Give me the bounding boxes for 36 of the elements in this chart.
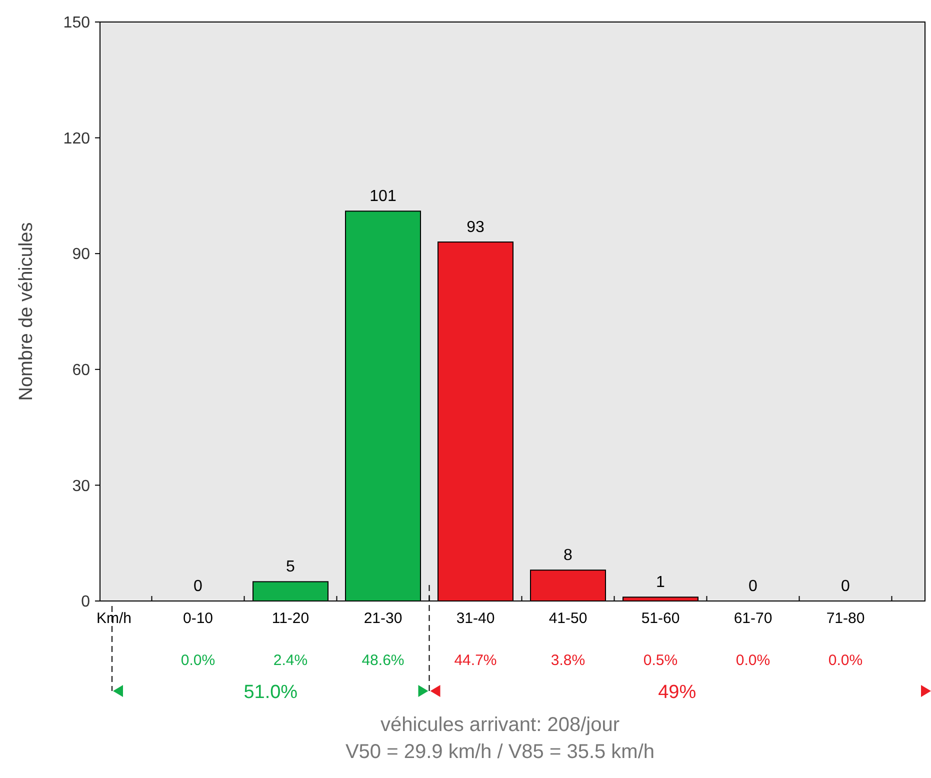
x-tick-label: 51-60 xyxy=(641,610,680,627)
data-label: 0 xyxy=(841,578,850,595)
text: véhicules arrivant: 208/jour xyxy=(380,714,620,736)
x-tick-label: 31-40 xyxy=(456,610,495,627)
x-tick-label: 41-50 xyxy=(548,610,588,627)
data-label: 0 xyxy=(748,578,758,595)
text: 2.4% xyxy=(273,652,308,669)
text: 0.0% xyxy=(180,652,216,669)
x-tick-label: 11-20 xyxy=(272,610,310,627)
x-tick-label: 61-70 xyxy=(734,610,772,627)
x-tick-label: 71-80 xyxy=(826,610,865,627)
x-tick-label: 21-30 xyxy=(364,610,402,627)
y-axis-title: Nombre de véhicules xyxy=(16,222,37,401)
text: 3.8% xyxy=(550,652,586,669)
y-tick-label: 90 xyxy=(72,246,90,264)
text: 44.7% xyxy=(454,652,497,669)
y-tick-label: 0 xyxy=(81,594,90,611)
x-tick-label: 0-10 xyxy=(182,610,214,627)
data-label: 5 xyxy=(286,558,296,576)
y-tick-label: 60 xyxy=(72,362,90,379)
data-label: 8 xyxy=(564,547,573,564)
data-label: 1 xyxy=(656,574,666,592)
text: 0.0% xyxy=(736,652,770,669)
text: 51.0% xyxy=(244,682,298,703)
text: 0.0% xyxy=(828,652,863,669)
data-label: 0 xyxy=(194,578,203,595)
text: 49% xyxy=(658,682,696,703)
text: 48.6% xyxy=(362,652,404,669)
x-axis-title: Km/h xyxy=(96,610,132,627)
text: V50 = 29.9 km/h / V85 = 35.5 km/h xyxy=(345,741,655,763)
y-tick-label: 30 xyxy=(72,478,90,495)
data-label: 101 xyxy=(370,188,396,206)
data-label: 93 xyxy=(466,219,484,236)
y-tick-label: 150 xyxy=(63,14,90,32)
y-tick-label: 120 xyxy=(63,130,90,148)
text: 0.5% xyxy=(643,652,678,669)
